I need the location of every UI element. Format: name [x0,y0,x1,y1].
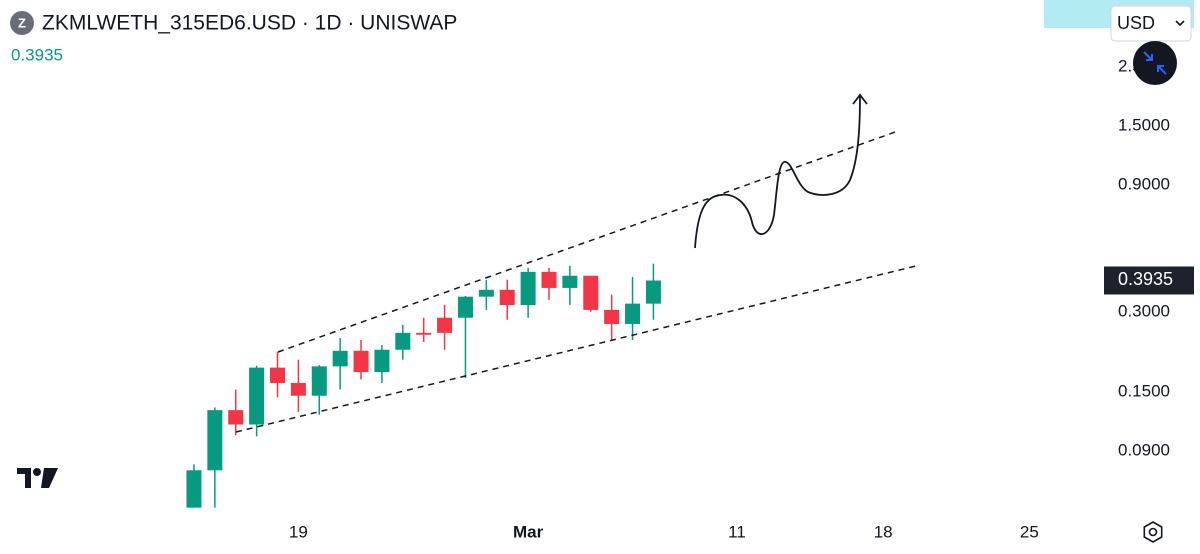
sketch-arrowhead [852,93,868,105]
candle-body [625,303,641,324]
settings-icon-center [1148,527,1158,537]
plot-area: 2.50001.50000.90000.30000.15000.090019Ma… [186,57,1170,541]
candle-body [520,271,536,306]
tradingview-logo [17,468,58,488]
candle-body [583,275,599,310]
x-tick-label: Mar [513,522,544,541]
candle-body [395,332,411,350]
candle-body [186,470,202,508]
sketch-path [694,95,861,249]
candle-body [562,275,578,288]
symbol-icon-bg [10,11,34,35]
channel-lower [235,264,921,433]
candle-body [353,350,369,373]
x-tick-label: 25 [1020,522,1039,541]
candle-body [228,410,244,425]
candle-body [290,382,306,396]
currency-label[interactable]: USD [1117,13,1155,33]
logo-part [33,468,41,476]
candle-body [499,289,515,306]
chart-title: ZKMLWETH_315ED6.USD · 1D · UNISWAP [42,12,457,35]
candle-body [416,332,432,335]
x-tick-label: 18 [874,522,893,541]
settings-button[interactable] [1143,521,1163,543]
currency-select-box[interactable] [1110,5,1192,42]
compress-button-bg[interactable] [1133,41,1177,85]
candle-body [207,410,223,471]
candle-body [604,309,620,324]
y-tick-label: 0.3000 [1118,301,1170,320]
channel-upper [277,130,899,353]
candle-body [541,271,557,288]
y-tick-label: 0.9000 [1118,174,1170,193]
chevron-icon [1175,20,1185,27]
candle-body [437,317,453,333]
y-tick-label: 1.5000 [1118,116,1170,135]
x-tick-label: 19 [289,522,308,541]
x-tick-label: 11 [728,522,746,541]
candle-body [457,296,473,318]
currency-select[interactable]: USD [1110,5,1192,42]
symbol-icon: Z [18,15,26,30]
candle-body [374,349,390,373]
settings-icon[interactable] [1143,521,1163,543]
logo-part [17,468,31,488]
price-labels: 0.3935 [1044,0,1194,295]
candle-body [249,367,265,425]
y-tick-label: 0.0900 [1118,440,1170,459]
last-price-bg [1104,266,1194,295]
candle-body [478,289,494,297]
logo-part [41,468,58,488]
candle-body [311,366,327,396]
candle-body [270,367,285,383]
candle-body [332,350,348,367]
compress-icon [1143,51,1167,75]
candle-body [645,280,661,304]
last-price-label: 0.3935 [1118,269,1173,289]
compress-button[interactable] [1133,41,1177,85]
y-tick-label: 0.1500 [1118,381,1170,400]
header-price: 0.3935 [11,45,63,64]
